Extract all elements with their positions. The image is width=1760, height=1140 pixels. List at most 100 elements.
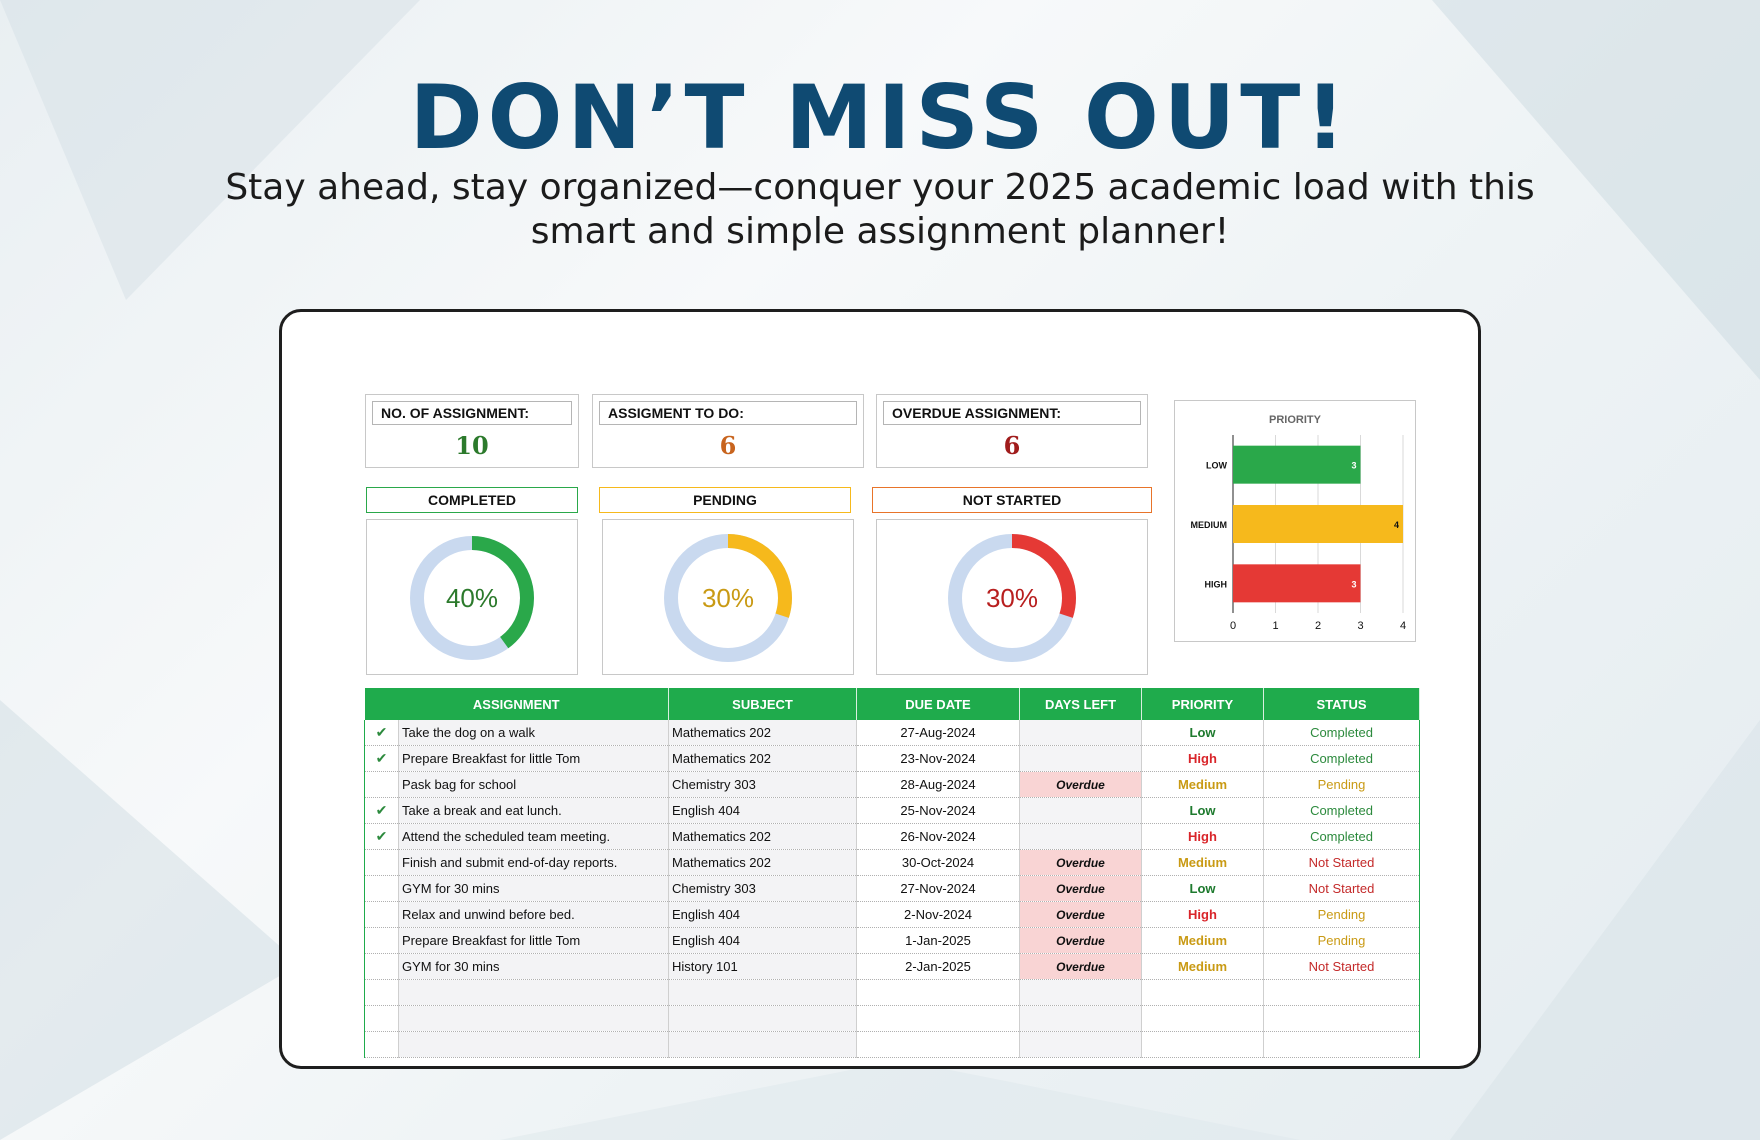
- header-status[interactable]: STATUS: [1263, 688, 1420, 720]
- row-check-cell[interactable]: [364, 927, 399, 954]
- due-date-cell[interactable]: 27-Nov-2024: [856, 875, 1020, 902]
- priority-cell[interactable]: Low: [1141, 875, 1264, 902]
- empty-cell[interactable]: [668, 1031, 857, 1058]
- due-date-cell[interactable]: 1-Jan-2025: [856, 927, 1020, 954]
- empty-cell[interactable]: [1141, 979, 1264, 1006]
- subject-cell[interactable]: Mathematics 202: [668, 849, 857, 876]
- due-date-cell[interactable]: 30-Oct-2024: [856, 849, 1020, 876]
- row-check-cell[interactable]: ✔: [364, 745, 399, 772]
- row-check-cell[interactable]: [364, 875, 399, 902]
- status-cell[interactable]: Pending: [1263, 927, 1420, 954]
- subject-cell[interactable]: English 404: [668, 797, 857, 824]
- assignment-cell[interactable]: GYM for 30 mins: [398, 875, 669, 902]
- table-row: Prepare Breakfast for little Tom English …: [364, 927, 1420, 954]
- empty-cell[interactable]: [1019, 979, 1142, 1006]
- row-check-cell[interactable]: [364, 953, 399, 980]
- due-date-cell[interactable]: 27-Aug-2024: [856, 720, 1020, 746]
- completed-title: COMPLETED: [366, 487, 578, 513]
- days-left-cell: Overdue: [1019, 901, 1142, 928]
- priority-cell[interactable]: Medium: [1141, 953, 1264, 980]
- empty-cell[interactable]: [1141, 1031, 1264, 1058]
- status-cell[interactable]: Pending: [1263, 901, 1420, 928]
- not-started-donut-card: 30%: [876, 519, 1148, 675]
- subject-cell[interactable]: Mathematics 202: [668, 720, 857, 746]
- empty-cell[interactable]: [398, 1031, 669, 1058]
- assignment-cell[interactable]: Attend the scheduled team meeting.: [398, 823, 669, 850]
- priority-bar-value-label: 3: [1351, 461, 1356, 471]
- subject-cell[interactable]: Chemistry 303: [668, 875, 857, 902]
- row-check-cell[interactable]: [364, 901, 399, 928]
- subject-cell[interactable]: Mathematics 202: [668, 823, 857, 850]
- empty-cell[interactable]: [1263, 1031, 1420, 1058]
- priority-cell[interactable]: High: [1141, 745, 1264, 772]
- empty-cell[interactable]: [1019, 1031, 1142, 1058]
- empty-cell[interactable]: [398, 1005, 669, 1032]
- status-cell[interactable]: Completed: [1263, 823, 1420, 850]
- status-cell[interactable]: Not Started: [1263, 953, 1420, 980]
- subject-cell[interactable]: History 101: [668, 953, 857, 980]
- assignment-cell[interactable]: Pask bag for school: [398, 771, 669, 798]
- priority-cell[interactable]: Low: [1141, 720, 1264, 746]
- empty-cell[interactable]: [668, 1005, 857, 1032]
- empty-cell[interactable]: [1019, 1005, 1142, 1032]
- due-date-cell[interactable]: 28-Aug-2024: [856, 771, 1020, 798]
- promo-subline: Stay ahead, stay organized—conquer your …: [180, 166, 1580, 254]
- kpi-overdue-value: 6: [1003, 431, 1021, 460]
- priority-cell[interactable]: High: [1141, 901, 1264, 928]
- due-date-cell[interactable]: 26-Nov-2024: [856, 823, 1020, 850]
- row-check-cell[interactable]: ✔: [364, 720, 399, 746]
- header-priority[interactable]: PRIORITY: [1141, 688, 1264, 720]
- empty-cell[interactable]: [364, 979, 399, 1006]
- assignment-cell[interactable]: Prepare Breakfast for little Tom: [398, 927, 669, 954]
- row-check-cell[interactable]: [364, 849, 399, 876]
- assignment-cell[interactable]: Finish and submit end-of-day reports.: [398, 849, 669, 876]
- due-date-cell[interactable]: 23-Nov-2024: [856, 745, 1020, 772]
- row-check-cell[interactable]: ✔: [364, 797, 399, 824]
- status-cell[interactable]: Pending: [1263, 771, 1420, 798]
- priority-x-tick-label: 0: [1230, 620, 1236, 632]
- empty-cell[interactable]: [1263, 979, 1420, 1006]
- empty-cell[interactable]: [856, 1031, 1020, 1058]
- empty-cell[interactable]: [1263, 1005, 1420, 1032]
- due-date-cell[interactable]: 25-Nov-2024: [856, 797, 1020, 824]
- priority-cell[interactable]: Medium: [1141, 849, 1264, 876]
- completed-percent-label: 40%: [446, 583, 498, 613]
- status-cell[interactable]: Completed: [1263, 745, 1420, 772]
- header-due-date[interactable]: DUE DATE: [856, 688, 1020, 720]
- header-days-left[interactable]: DAYS LEFT: [1019, 688, 1142, 720]
- not-started-donut-chart: 30%: [948, 534, 1076, 662]
- row-check-cell[interactable]: ✔: [364, 823, 399, 850]
- status-cell[interactable]: Completed: [1263, 720, 1420, 746]
- subject-cell[interactable]: Mathematics 202: [668, 745, 857, 772]
- priority-bar-medium: [1233, 505, 1403, 543]
- due-date-cell[interactable]: 2-Nov-2024: [856, 901, 1020, 928]
- assignment-cell[interactable]: Take a break and eat lunch.: [398, 797, 669, 824]
- status-cell[interactable]: Completed: [1263, 797, 1420, 824]
- background-shard: [1450, 720, 1760, 1140]
- dashboard-sheet: NO. OF ASSIGNMENT: 10 ASSIGMENT TO DO: 6…: [282, 312, 1478, 1066]
- empty-cell[interactable]: [1141, 1005, 1264, 1032]
- priority-cell[interactable]: Medium: [1141, 927, 1264, 954]
- subject-cell[interactable]: English 404: [668, 901, 857, 928]
- row-check-cell[interactable]: [364, 771, 399, 798]
- priority-cell[interactable]: Medium: [1141, 771, 1264, 798]
- subject-cell[interactable]: English 404: [668, 927, 857, 954]
- empty-cell[interactable]: [856, 1005, 1020, 1032]
- assignment-cell[interactable]: Take the dog on a walk: [398, 720, 669, 746]
- status-cell[interactable]: Not Started: [1263, 849, 1420, 876]
- status-cell[interactable]: Not Started: [1263, 875, 1420, 902]
- due-date-cell[interactable]: 2-Jan-2025: [856, 953, 1020, 980]
- empty-cell[interactable]: [364, 1031, 399, 1058]
- header-assignment[interactable]: ASSIGNMENT: [364, 688, 669, 720]
- empty-cell[interactable]: [668, 979, 857, 1006]
- assignment-cell[interactable]: GYM for 30 mins: [398, 953, 669, 980]
- assignment-cell[interactable]: Prepare Breakfast for little Tom: [398, 745, 669, 772]
- assignment-cell[interactable]: Relax and unwind before bed.: [398, 901, 669, 928]
- empty-cell[interactable]: [856, 979, 1020, 1006]
- header-subject[interactable]: SUBJECT: [668, 688, 857, 720]
- empty-cell[interactable]: [364, 1005, 399, 1032]
- priority-cell[interactable]: High: [1141, 823, 1264, 850]
- subject-cell[interactable]: Chemistry 303: [668, 771, 857, 798]
- priority-cell[interactable]: Low: [1141, 797, 1264, 824]
- empty-cell[interactable]: [398, 979, 669, 1006]
